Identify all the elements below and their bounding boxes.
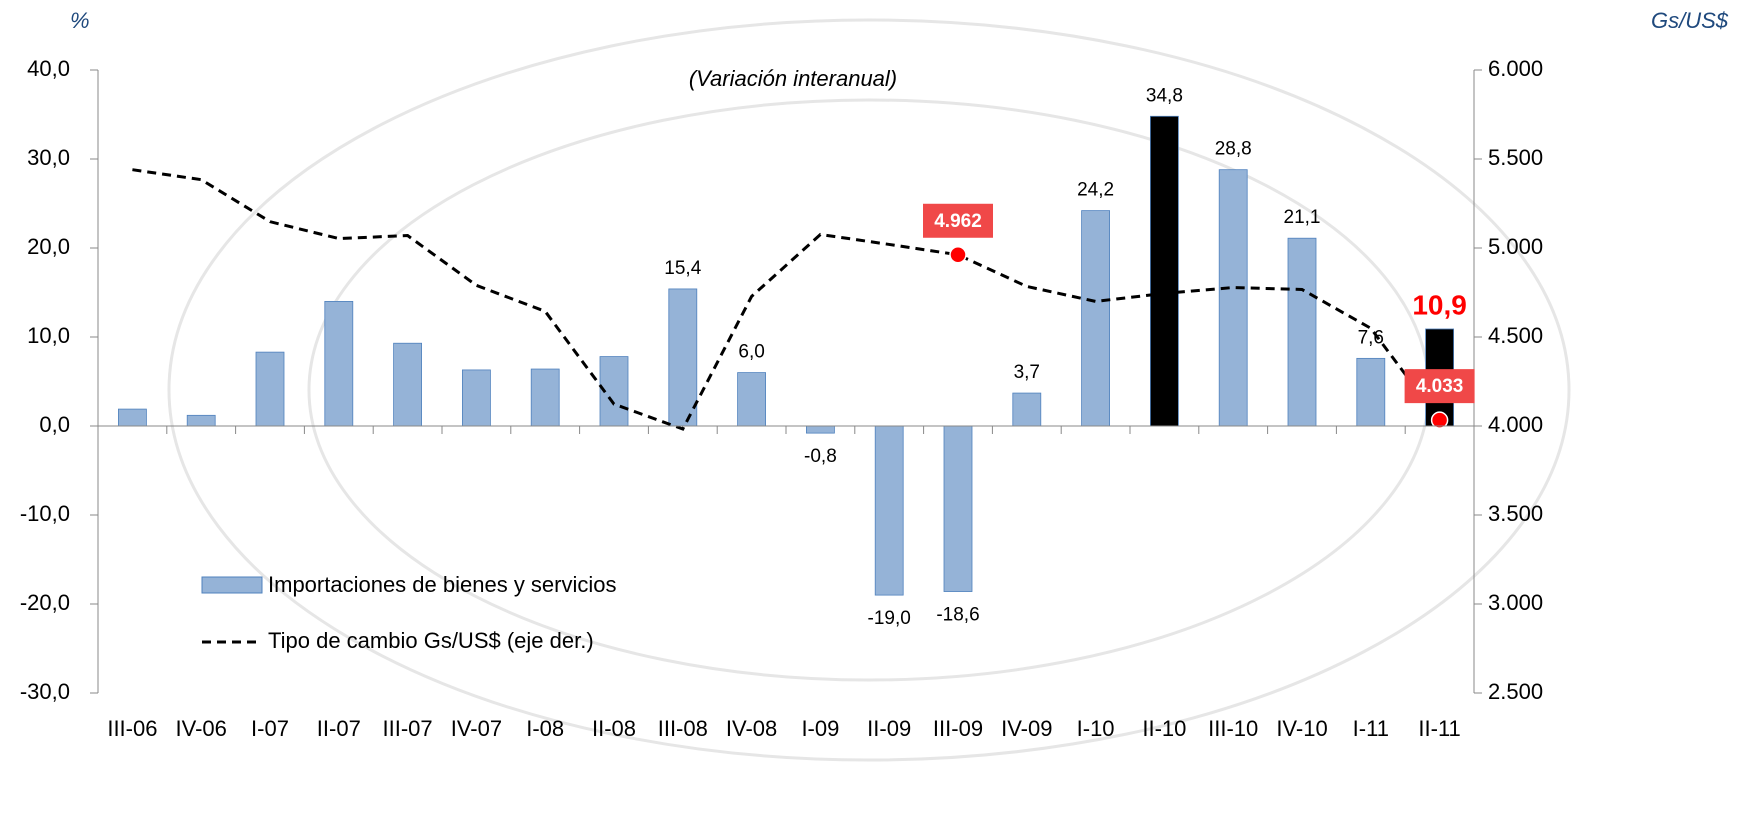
- bar: [943, 425, 973, 592]
- x-tick-label: IV-07: [451, 716, 502, 741]
- y-tick-label: 30,0: [27, 145, 70, 170]
- legend-label: Tipo de cambio Gs/US$ (eje der.): [268, 628, 594, 653]
- y-unit: %: [70, 8, 90, 33]
- x-tick-label: IV-08: [726, 716, 777, 741]
- bar: [668, 288, 698, 427]
- y2-tick-label: 3.000: [1488, 590, 1543, 615]
- y-tick-label: 10,0: [27, 323, 70, 348]
- legend-swatch: [201, 576, 263, 594]
- y2-tick-label: 5.000: [1488, 234, 1543, 259]
- y-tick-label: 40,0: [27, 56, 70, 81]
- x-tick-label: III-06: [107, 716, 157, 741]
- y2-tick-label: 4.500: [1488, 323, 1543, 348]
- x-tick-label: I-09: [801, 716, 839, 741]
- bar-value-label: 34,8: [1146, 85, 1183, 106]
- x-tick-label: IV-10: [1276, 716, 1327, 741]
- x-tick-label: IV-09: [1001, 716, 1052, 741]
- bar: [118, 408, 147, 427]
- bar: [530, 368, 560, 427]
- bar: [806, 425, 835, 434]
- bar-value-label: 15,4: [664, 258, 701, 279]
- y-tick-label: 20,0: [27, 234, 70, 259]
- bar-value-label: 21,1: [1284, 207, 1321, 228]
- x-tick-label: III-07: [383, 716, 433, 741]
- line-label-box: [1404, 369, 1475, 404]
- x-tick-label: I-07: [251, 716, 289, 741]
- bar: [874, 425, 904, 596]
- y2-unit: Gs/US$: [1651, 8, 1729, 33]
- x-tick-label: II-09: [867, 716, 911, 741]
- bar: [324, 300, 354, 427]
- x-tick-label: I-08: [526, 716, 564, 741]
- bar-value-label: 3,7: [1014, 362, 1040, 383]
- y-tick-label: -20,0: [20, 590, 70, 615]
- bar: [1012, 392, 1042, 427]
- subtitle: (Variación interanual): [689, 66, 897, 91]
- line: [132, 168, 1441, 431]
- line-marker: [1430, 411, 1449, 429]
- x-tick-label: II-10: [1142, 716, 1186, 741]
- line-value-label: 4.033: [1416, 376, 1464, 397]
- line-value-label: 4.962: [934, 211, 982, 232]
- x-tick-label: II-07: [317, 716, 361, 741]
- bar-value-label: -18,6: [936, 605, 979, 626]
- bar: [1150, 115, 1179, 427]
- y2-tick-label: 2.500: [1488, 679, 1543, 704]
- bar: [393, 342, 423, 427]
- bar-value-label: 10,9: [1412, 289, 1467, 320]
- x-tick-label: II-08: [592, 716, 636, 741]
- y2-tick-label: 3.500: [1488, 501, 1543, 526]
- y2-tick-label: 4.000: [1488, 412, 1543, 437]
- bar: [1218, 169, 1248, 427]
- bar-value-label: 7,6: [1358, 327, 1384, 348]
- y-tick-label: -30,0: [20, 679, 70, 704]
- y-tick-label: 0,0: [39, 412, 70, 437]
- x-tick-label: III-08: [658, 716, 708, 741]
- legend-label: Importaciones de bienes y servicios: [268, 572, 617, 597]
- x-tick-label: I-11: [1353, 716, 1389, 741]
- bar-value-label: -19,0: [868, 608, 911, 629]
- bar: [186, 414, 216, 427]
- y2-tick-label: 6.000: [1488, 56, 1543, 81]
- bar-value-label: 24,2: [1077, 180, 1114, 201]
- x-tick-label: III-09: [933, 716, 983, 741]
- bar: [737, 372, 766, 427]
- x-tick-label: III-10: [1208, 716, 1258, 741]
- bar: [1287, 237, 1317, 427]
- y-tick-label: -10,0: [20, 501, 70, 526]
- x-tick-label: IV-06: [176, 716, 227, 741]
- x-tick-label: I-10: [1077, 716, 1115, 741]
- y2-tick-label: 5.500: [1488, 145, 1543, 170]
- bar: [255, 351, 285, 427]
- bar-value-label: 6,0: [738, 342, 764, 363]
- bar: [1081, 210, 1110, 427]
- bar-value-label: 28,8: [1215, 139, 1252, 160]
- line-label-box: [923, 203, 993, 238]
- bar: [461, 369, 491, 427]
- line-marker: [949, 246, 967, 264]
- bar-value-label: -0,8: [804, 446, 837, 467]
- bar: [1356, 357, 1386, 427]
- x-tick-label: II-11: [1418, 716, 1460, 741]
